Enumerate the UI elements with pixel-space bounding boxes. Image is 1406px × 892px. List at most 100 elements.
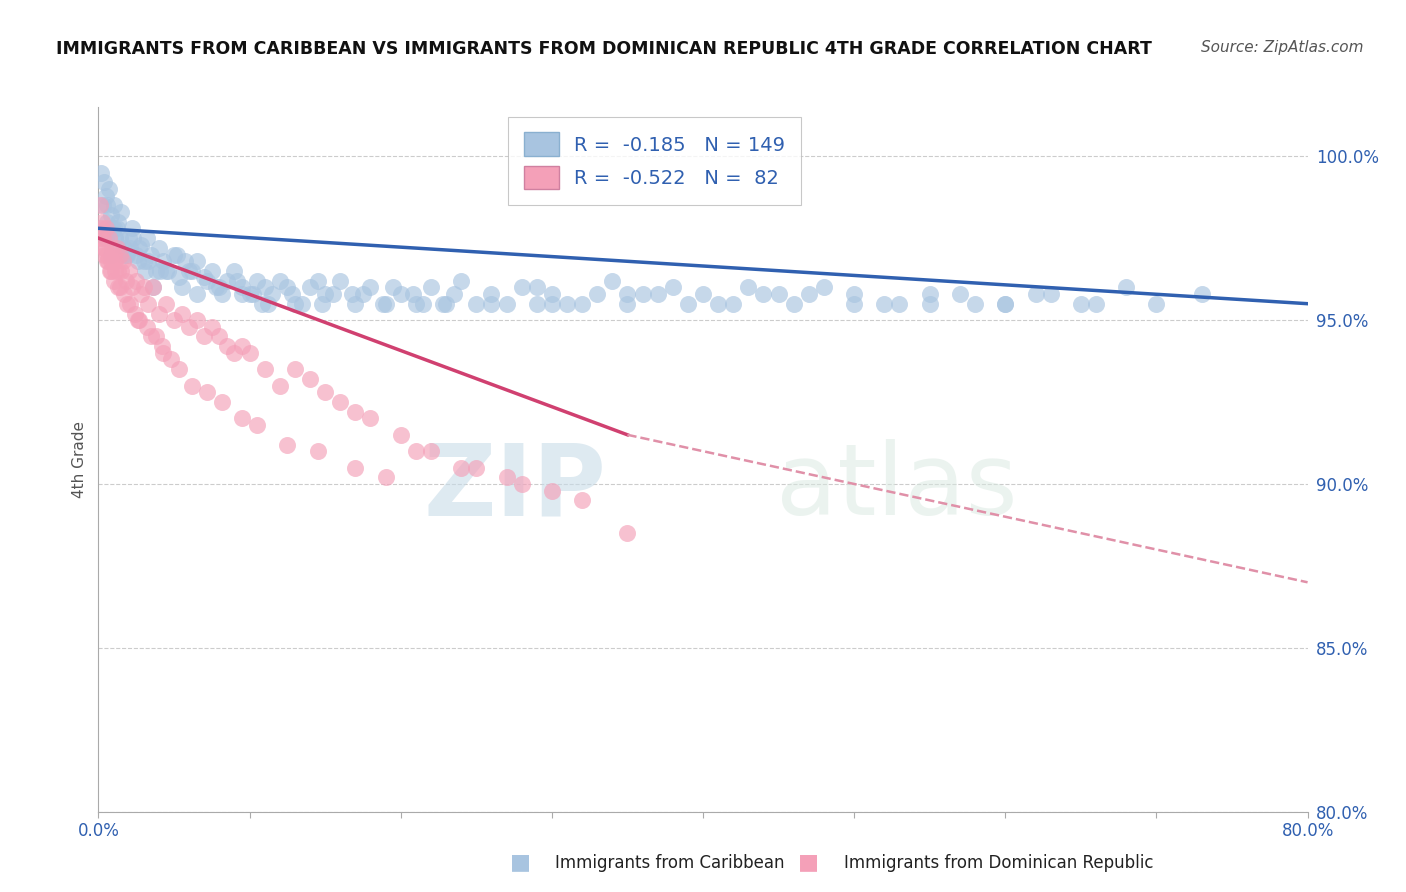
Point	[342, 286, 364, 301]
Point	[205, 280, 228, 294]
Point	[737, 280, 759, 294]
Point	[211, 286, 233, 301]
Point	[134, 264, 156, 278]
Point	[112, 241, 135, 255]
Point	[253, 280, 276, 294]
Point	[239, 286, 262, 301]
Point	[148, 241, 170, 255]
Point	[262, 286, 284, 301]
Point	[239, 346, 262, 360]
Point	[163, 247, 186, 261]
Point	[450, 460, 472, 475]
Point	[107, 215, 129, 229]
Point	[111, 247, 134, 261]
Point	[103, 274, 125, 288]
Point	[94, 188, 117, 202]
Point	[495, 296, 517, 310]
Point	[121, 280, 143, 294]
Point	[104, 254, 127, 268]
Point	[107, 280, 129, 294]
Point	[132, 280, 155, 294]
Point	[918, 286, 941, 301]
Point	[93, 247, 115, 261]
Point	[98, 264, 121, 278]
Point	[105, 221, 128, 235]
Point	[813, 280, 835, 294]
Point	[329, 395, 352, 409]
Point	[114, 247, 136, 261]
Point	[118, 264, 141, 278]
Point	[246, 274, 269, 288]
Point	[465, 296, 488, 310]
Point	[108, 247, 131, 261]
Point	[352, 286, 374, 301]
Point	[132, 254, 155, 268]
Point	[167, 362, 190, 376]
Point	[211, 395, 233, 409]
Point	[100, 264, 122, 278]
Point	[103, 247, 125, 261]
Point	[276, 437, 298, 451]
Point	[129, 286, 152, 301]
Point	[96, 247, 118, 261]
Point	[141, 247, 163, 261]
Point	[432, 296, 454, 310]
Point	[269, 274, 291, 288]
Point	[108, 280, 131, 294]
Point	[98, 182, 121, 196]
Point	[1085, 296, 1108, 310]
Point	[195, 385, 218, 400]
Point	[125, 247, 148, 261]
Point	[311, 296, 333, 310]
Point	[152, 254, 174, 268]
Point	[94, 241, 117, 255]
Point	[100, 254, 122, 268]
Point	[129, 237, 152, 252]
Point	[121, 221, 143, 235]
Point	[105, 241, 128, 255]
Text: atlas: atlas	[776, 439, 1017, 536]
Point	[420, 444, 443, 458]
Point	[616, 526, 638, 541]
Point	[949, 286, 972, 301]
Point	[111, 254, 134, 268]
Point	[100, 208, 122, 222]
Point	[360, 280, 382, 294]
Point	[110, 264, 132, 278]
Point	[405, 296, 427, 310]
Point	[110, 205, 132, 219]
Point	[107, 264, 129, 278]
Point	[918, 296, 941, 310]
Point	[145, 329, 167, 343]
Point	[526, 280, 548, 294]
Point	[889, 296, 911, 310]
Point	[246, 417, 269, 432]
Point	[284, 296, 307, 310]
Point	[389, 427, 412, 442]
Point	[631, 286, 654, 301]
Point	[510, 280, 533, 294]
Point	[215, 339, 238, 353]
Point	[127, 313, 149, 327]
Point	[797, 286, 820, 301]
Point	[434, 296, 457, 310]
Text: IMMIGRANTS FROM CARIBBEAN VS IMMIGRANTS FROM DOMINICAN REPUBLIC 4TH GRADE CORREL: IMMIGRANTS FROM CARIBBEAN VS IMMIGRANTS …	[56, 40, 1152, 58]
Point	[201, 319, 224, 334]
Point	[676, 296, 699, 310]
Point	[571, 493, 593, 508]
Text: Immigrants from Dominican Republic: Immigrants from Dominican Republic	[844, 855, 1153, 872]
Point	[96, 198, 118, 212]
Point	[307, 444, 329, 458]
Point	[307, 274, 329, 288]
Point	[114, 274, 136, 288]
Point	[149, 264, 172, 278]
Point	[193, 270, 215, 285]
Point	[93, 241, 115, 255]
Point	[108, 231, 131, 245]
Point	[94, 231, 117, 245]
Point	[91, 215, 114, 229]
Point	[844, 296, 866, 310]
Point	[120, 296, 142, 310]
Point	[540, 296, 562, 310]
Point	[181, 378, 204, 392]
